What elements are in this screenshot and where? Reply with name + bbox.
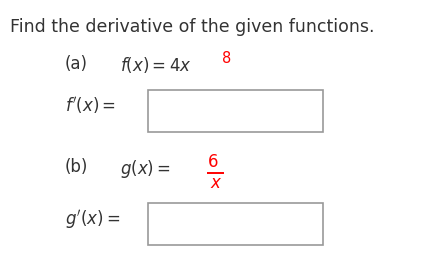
Text: (b): (b) — [65, 158, 88, 176]
Text: $8$: $8$ — [221, 50, 231, 66]
Text: $x$: $x$ — [210, 174, 222, 192]
Text: Find the derivative of the given functions.: Find the derivative of the given functio… — [10, 18, 374, 36]
Text: (a): (a) — [65, 55, 88, 73]
Text: $g(x) =$: $g(x) =$ — [120, 158, 171, 180]
Bar — [148, 203, 323, 245]
Text: $f(x) = 4x$: $f(x) = 4x$ — [120, 55, 192, 75]
Bar — [148, 90, 323, 132]
Text: $f'(x) =$: $f'(x) =$ — [65, 95, 116, 116]
Text: 6: 6 — [208, 153, 218, 171]
Text: $g'(x) =$: $g'(x) =$ — [65, 208, 120, 231]
